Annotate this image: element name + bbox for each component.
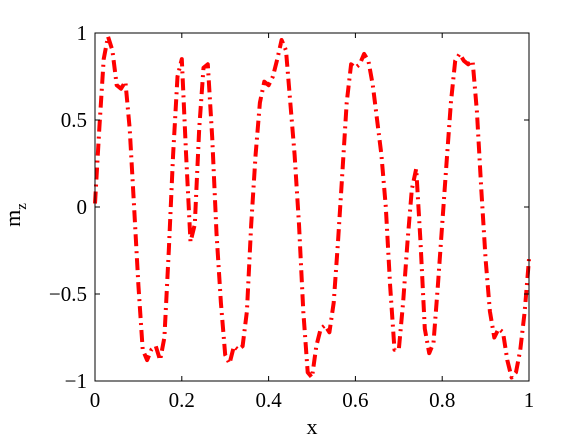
svg-text:mz: mz xyxy=(0,203,30,227)
y-tick-label: −1 xyxy=(65,369,87,393)
x-tick-label: 0.2 xyxy=(169,388,195,412)
y-axis-label-subscript: z xyxy=(14,203,30,210)
ticks-layer xyxy=(94,32,530,382)
y-axis-label-main: m xyxy=(0,210,25,227)
y-tick-labels: −1 −0.5 0 0.5 1 xyxy=(49,21,87,393)
x-tick-labels: 0 0.2 0.4 0.6 0.8 1 xyxy=(90,388,535,412)
y-tick-label: −0.5 xyxy=(49,282,87,306)
x-tick-label: 0.8 xyxy=(429,388,455,412)
y-axis-label: mz xyxy=(0,203,30,227)
x-axis-label: x xyxy=(307,414,318,439)
x-tick-label: 0.4 xyxy=(255,388,282,412)
y-tick-label: 0 xyxy=(77,195,88,219)
y-tick-label: 1 xyxy=(77,21,88,45)
y-tick-label: 0.5 xyxy=(61,108,87,132)
x-tick-label: 0 xyxy=(90,388,101,412)
x-tick-label: 1 xyxy=(524,388,535,412)
x-tick-label: 0.6 xyxy=(342,388,368,412)
